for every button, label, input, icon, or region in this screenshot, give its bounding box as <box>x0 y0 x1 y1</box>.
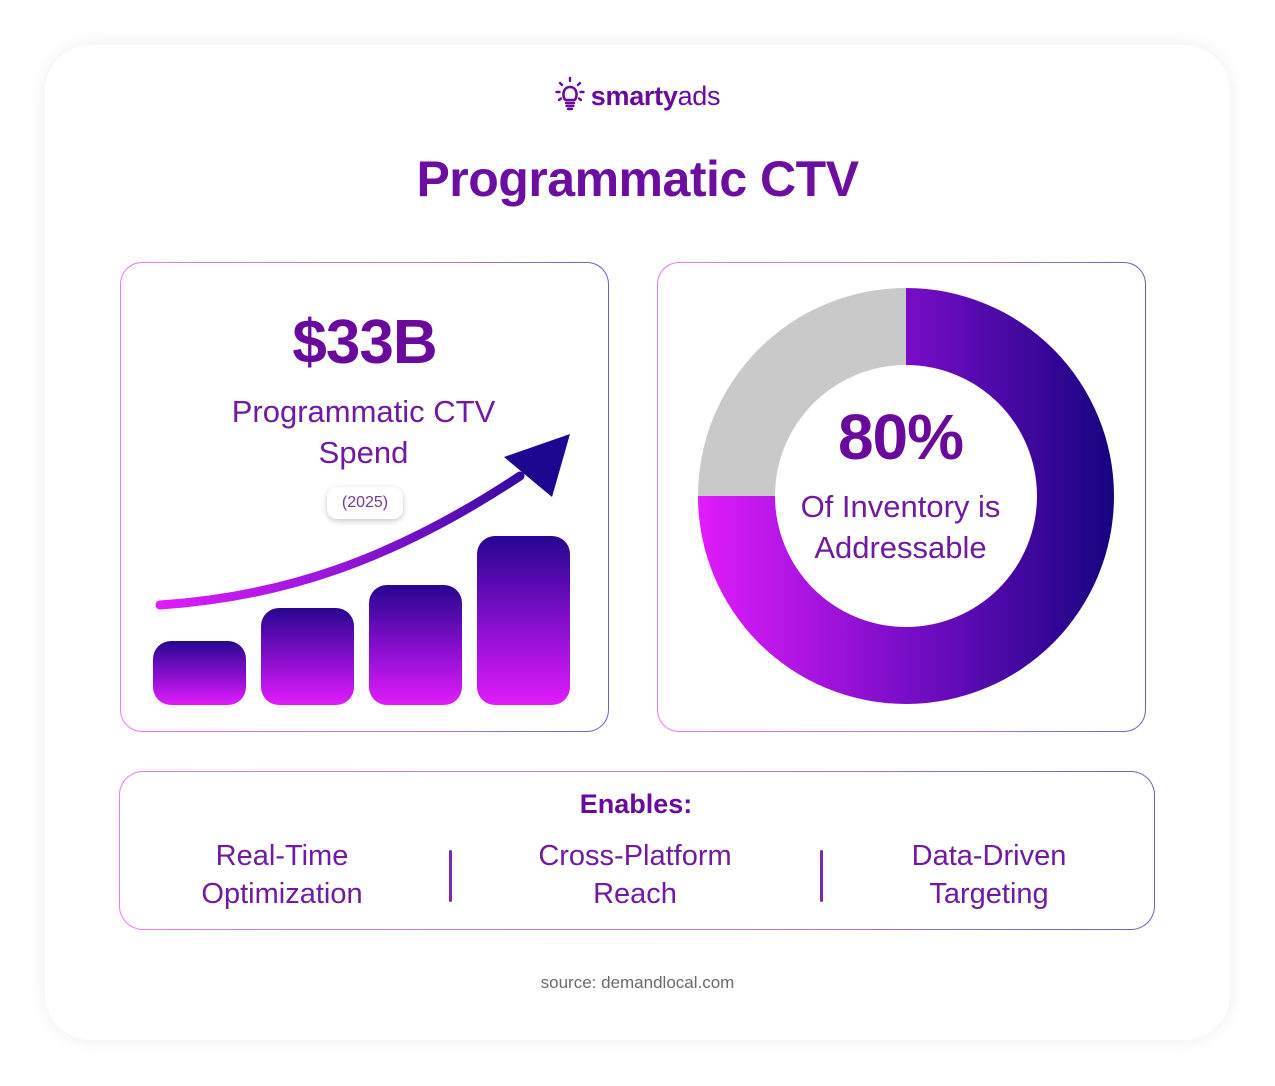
enables-panel <box>119 771 1155 930</box>
brand-name: smartyads <box>590 81 721 111</box>
enables-title: Enables: <box>579 789 693 819</box>
inventory-label: Of Inventory is Addressable <box>800 489 1001 565</box>
enable-item-datadriven: Data-Driven Targeting <box>911 840 1067 910</box>
bar-4 <box>477 536 570 705</box>
bar-3 <box>369 585 462 705</box>
donut-segment-addressable <box>698 288 1114 704</box>
source-note: source: demandlocal.com <box>540 973 735 992</box>
spend-label: Programmatic CTV Spend <box>231 394 496 470</box>
inventory-percent: 80% <box>837 401 964 473</box>
divider <box>820 850 823 902</box>
bar-1 <box>153 641 246 705</box>
donut-chart <box>698 288 1114 704</box>
spend-value: $33B <box>292 308 437 377</box>
year-badge: (2025) <box>327 487 403 519</box>
divider <box>449 850 452 902</box>
brand-logo: smartyads <box>0 76 1275 117</box>
enable-item-crossplatform: Cross-Platform Reach <box>538 840 732 910</box>
bar-2 <box>261 608 354 705</box>
trend-arrow-head <box>504 434 570 497</box>
enable-item-realtime: Real-Time Optimization <box>201 840 363 910</box>
page-title: Programmatic CTV <box>416 151 859 207</box>
lightbulb-icon <box>555 76 585 117</box>
donut-segment-other <box>698 288 906 496</box>
growth-chart <box>153 434 570 705</box>
trend-arrow-line <box>155 471 525 610</box>
